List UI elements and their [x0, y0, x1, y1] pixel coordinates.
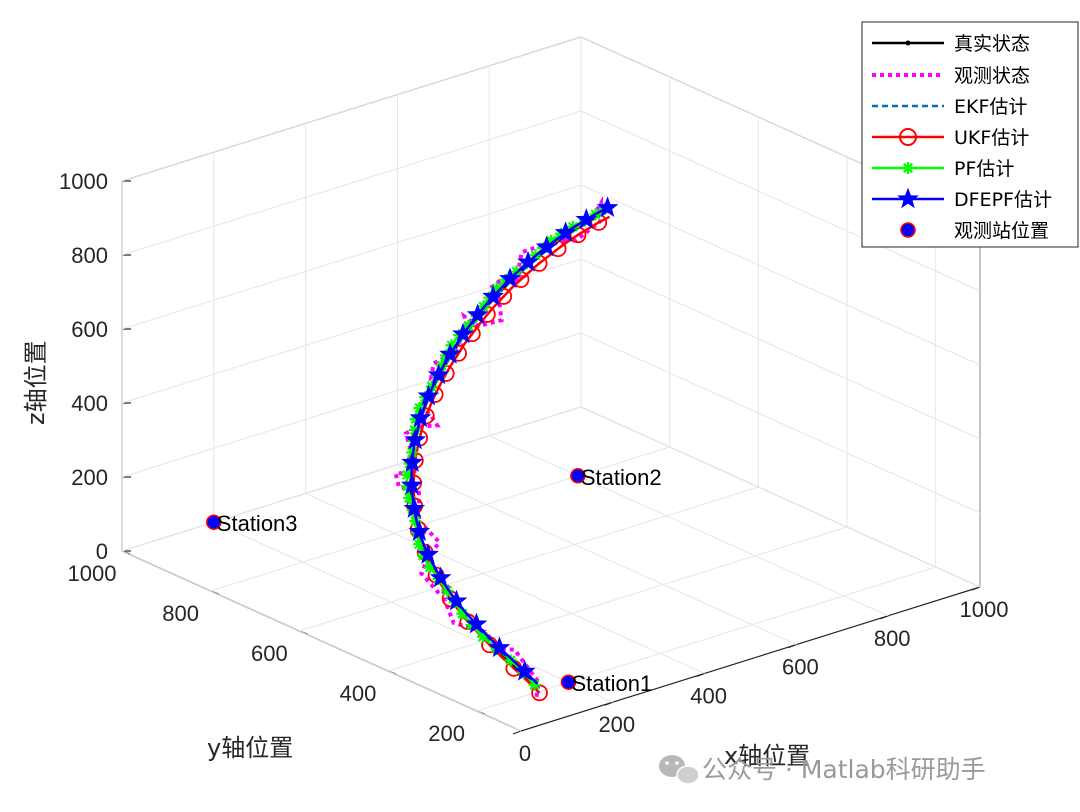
- y-tick-label: 400: [340, 681, 377, 706]
- grid-lines: [121, 36, 981, 732]
- x-tick: [604, 701, 614, 706]
- grid-backwall-z: [121, 406, 582, 552]
- legend-entry-true: 真实状态: [872, 33, 1030, 55]
- grid-backwall-z: [121, 36, 582, 182]
- series-observed: [393, 195, 604, 698]
- grid-floor-y: [387, 526, 848, 672]
- y-tick-label: 600: [251, 641, 288, 666]
- z-tick-label: 200: [71, 465, 108, 490]
- grid-floor-x: [397, 464, 797, 646]
- tick-labels: 0200400600800100020040060080010000200400…: [59, 169, 1008, 766]
- grid-sidewall-z: [580, 110, 981, 292]
- legend-label-observed: 观测状态: [954, 65, 1030, 87]
- legend-label-true: 真实状态: [954, 33, 1030, 55]
- legend-entry-ukf: UKF估计: [872, 127, 1029, 149]
- y-tick-label: 200: [428, 721, 465, 746]
- x-tick-label: 600: [782, 655, 819, 680]
- x-tick: [696, 672, 705, 677]
- watermark-text: 公众号 · Matlab科研助手: [702, 755, 986, 784]
- x-tick: [879, 615, 889, 620]
- legend-label-ukf: UKF估计: [954, 127, 1029, 149]
- grid-sidewall-z: [580, 332, 981, 514]
- grid-floor-x: [488, 435, 889, 617]
- x-axis-label: x轴位置: [724, 742, 810, 770]
- legend-label-stations: 观测站位置: [954, 220, 1049, 242]
- wechat-icon: [659, 755, 700, 785]
- legend-label-dfepf: DFEPF估计: [954, 189, 1052, 211]
- z-tick-label: 1000: [59, 169, 108, 194]
- station-marker: [560, 674, 577, 690]
- grid-sidewall-z: [580, 406, 981, 588]
- station-label: Station1: [571, 671, 652, 696]
- grid-floor-y: [476, 566, 936, 712]
- y-axis-label: y轴位置: [207, 734, 293, 762]
- z-tick-label: 600: [71, 317, 108, 342]
- x-tick: [788, 644, 797, 649]
- x-tick-label: 200: [598, 712, 635, 737]
- legend-entry-dfepf: DFEPF估计: [872, 188, 1052, 211]
- z-tick-label: 0: [96, 539, 108, 564]
- grid-backwall-z: [121, 332, 582, 478]
- grid-backwall-z: [121, 184, 582, 330]
- legend-box: [861, 21, 1079, 248]
- watermark: 公众号 · Matlab科研助手: [659, 755, 986, 785]
- z-axis-label: z轴位置: [22, 340, 50, 425]
- grid-sidewall-z: [580, 258, 981, 440]
- x-tick-label: 400: [690, 683, 727, 708]
- z-tick-label: 800: [71, 243, 108, 268]
- station-marker: [570, 468, 586, 484]
- x-axis-line: [520, 586, 981, 732]
- stations-layer: Station1 Station2 Station3: [206, 465, 662, 696]
- grid-backwall-z: [121, 110, 582, 256]
- grid-floor-y: [210, 446, 670, 592]
- station-marker: [206, 514, 222, 530]
- legend-label-ekf: EKF估计: [954, 96, 1027, 118]
- x-tick: [971, 586, 981, 591]
- grid-floor-x: [213, 521, 614, 703]
- y-tick-label: 1000: [68, 561, 117, 586]
- axes-box: [121, 36, 981, 735]
- pf-marker: [503, 653, 518, 668]
- series-layer: [393, 195, 618, 702]
- station-label: Station3: [217, 511, 298, 536]
- x-tick-label: 1000: [960, 597, 1009, 622]
- legend-entry-pf: PF估计: [872, 158, 1014, 180]
- x-tick: [512, 730, 522, 735]
- station-label: Station2: [581, 465, 662, 490]
- grid-sidewall-z: [580, 184, 981, 366]
- legend-entry-stations: 观测站位置: [900, 220, 1049, 242]
- legend-entry-observed: 观测状态: [872, 65, 1030, 87]
- legend: 真实状态 观测状态 EKF估计 UKF估计 PF估计 DFEPF估计 观测站位置: [861, 21, 1079, 248]
- grid-floor-y: [299, 486, 759, 632]
- legend-label-pf: PF估计: [954, 158, 1014, 180]
- x-tick-label: 0: [519, 741, 531, 766]
- x-tick-label: 800: [874, 626, 911, 651]
- y-tick-label: 800: [162, 601, 199, 626]
- grid-floor-x: [305, 492, 705, 674]
- z-tick-label: 400: [71, 391, 108, 416]
- series-ukf: [412, 215, 611, 694]
- grid-floor-x: [121, 550, 522, 732]
- legend-entry-ekf: EKF估计: [872, 96, 1027, 118]
